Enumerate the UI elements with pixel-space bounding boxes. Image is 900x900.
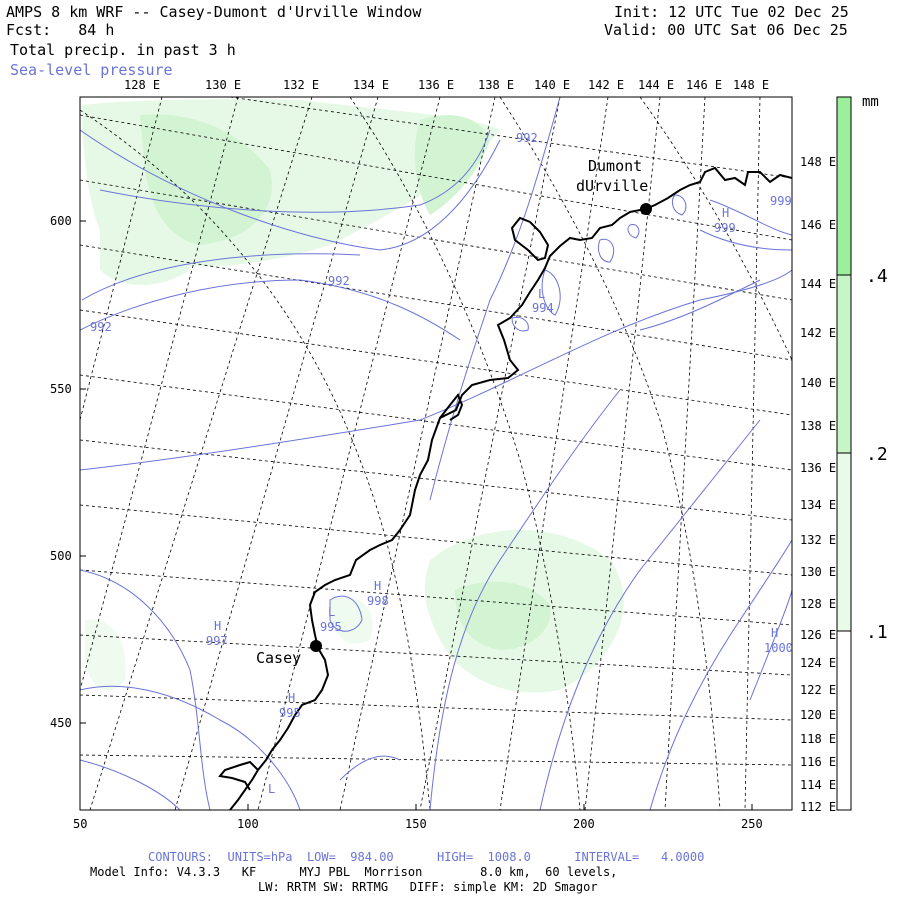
colorbar-seg-high [837, 97, 851, 275]
slp-contours [80, 97, 792, 810]
dumont-durville-marker [640, 203, 652, 215]
top-lon-label: 148 E [733, 78, 770, 92]
right-lon-label: 114 E [800, 778, 837, 792]
right-lon-label: 132 E [800, 533, 837, 547]
low-center-label: L [268, 782, 276, 796]
right-lon-label: 130 E [800, 565, 837, 579]
right-lon-label: 124 E [800, 656, 837, 670]
right-lon-label: 116 E [800, 755, 837, 769]
colorbar-seg-none [837, 631, 851, 810]
station-label-dumont: Dumont [588, 157, 643, 175]
forecast-hour: Fcst: 84 h [6, 21, 115, 39]
top-lon-label: 134 E [353, 78, 390, 92]
colorbar-label: .2 [866, 444, 888, 465]
y-axis-label: 550 [50, 382, 72, 396]
top-lon-label: 146 E [686, 78, 723, 92]
high-center-label: H [214, 619, 222, 633]
high-center-label: H [374, 579, 382, 593]
init-time: Init: 12 UTC Tue 02 Dec 25 [614, 3, 849, 21]
field-slp: Sea-level pressure [10, 61, 173, 79]
field-precip: Total precip. in past 3 h [10, 41, 236, 59]
valid-time: Valid: 00 UTC Sat 06 Dec 25 [604, 21, 848, 39]
high-center-label: H [288, 691, 296, 705]
right-lon-label: 138 E [800, 419, 837, 433]
x-axis-label: 100 [237, 817, 259, 831]
top-lon-label: 144 E [638, 78, 675, 92]
x-axis-label: 150 [405, 817, 427, 831]
right-lon-label: 122 E [800, 683, 837, 697]
low-center-label: L [328, 605, 336, 619]
axis-ticks [79, 220, 753, 810]
right-lon-label: 112 E [800, 800, 837, 814]
right-lon-label: 134 E [800, 498, 837, 512]
right-lon-label: 148 E [800, 155, 837, 169]
y-axis-label: 500 [50, 549, 72, 563]
contour-label: 992 [516, 131, 538, 145]
colorbar-seg-mid [837, 275, 851, 453]
contour-label: 999 [770, 194, 792, 208]
right-lon-label: 146 E [800, 218, 837, 232]
plot-frame [79, 96, 793, 811]
right-lon-label: 140 E [800, 376, 837, 390]
station-label-durville: dUrville [576, 177, 649, 195]
top-lon-label: 130 E [205, 78, 242, 92]
right-lon-label: 128 E [800, 597, 837, 611]
contour-label: 992 [328, 274, 350, 288]
contour-label: 997 [206, 634, 228, 648]
contour-info: CONTOURS: UNITS=hPa LOW= 984.00 HIGH= 10… [148, 850, 705, 864]
latlon-grid [80, 97, 792, 810]
right-lon-label: 142 E [800, 326, 837, 340]
right-lon-label: 136 E [800, 461, 837, 475]
right-lon-label: 118 E [800, 732, 837, 746]
contour-label: 1000 [764, 641, 793, 655]
low-center-label: L [538, 287, 546, 301]
contour-label: 998 [367, 594, 389, 608]
map-title: AMPS 8 km WRF -- Casey-Dumont d'Urville … [6, 3, 422, 21]
contour-label: 995 [279, 706, 301, 720]
colorbar [836, 96, 852, 811]
precip-shading [82, 99, 624, 693]
station-label-casey: Casey [256, 649, 302, 667]
x-axis-label: 250 [741, 817, 763, 831]
x-axis-label: 200 [573, 817, 595, 831]
contour-label: 992 [90, 320, 112, 334]
colorbar-unit: mm [862, 94, 879, 110]
contour-label: 999 [714, 221, 736, 235]
high-center-label: H [722, 206, 730, 220]
right-lon-label: 144 E [800, 277, 837, 291]
colorbar-label: .1 [866, 622, 888, 643]
casey-marker [310, 640, 322, 652]
right-lon-label: 126 E [800, 628, 837, 642]
model-info: Model Info: V4.3.3 KF MYJ PBL Morrison 8… [90, 865, 618, 879]
top-lon-label: 128 E [124, 78, 161, 92]
right-lon-label: 120 E [800, 708, 837, 722]
high-center-label: H [771, 626, 779, 640]
y-axis-label: 450 [50, 716, 72, 730]
top-lon-label: 132 E [283, 78, 320, 92]
top-lon-label: 138 E [478, 78, 515, 92]
top-lon-label: 140 E [534, 78, 571, 92]
colorbar-seg-low [837, 453, 851, 631]
x-axis-label: 50 [73, 817, 88, 831]
top-lon-label: 142 E [588, 78, 625, 92]
y-axis-label: 600 [50, 214, 72, 228]
colorbar-label: .4 [866, 266, 888, 287]
contour-label: 995 [320, 620, 342, 634]
contour-label: 994 [532, 301, 554, 315]
coastline [218, 166, 792, 810]
top-lon-label: 136 E [418, 78, 455, 92]
physics-info: LW: RRTM SW: RRTMG DIFF: simple KM: 2D S… [258, 880, 598, 894]
